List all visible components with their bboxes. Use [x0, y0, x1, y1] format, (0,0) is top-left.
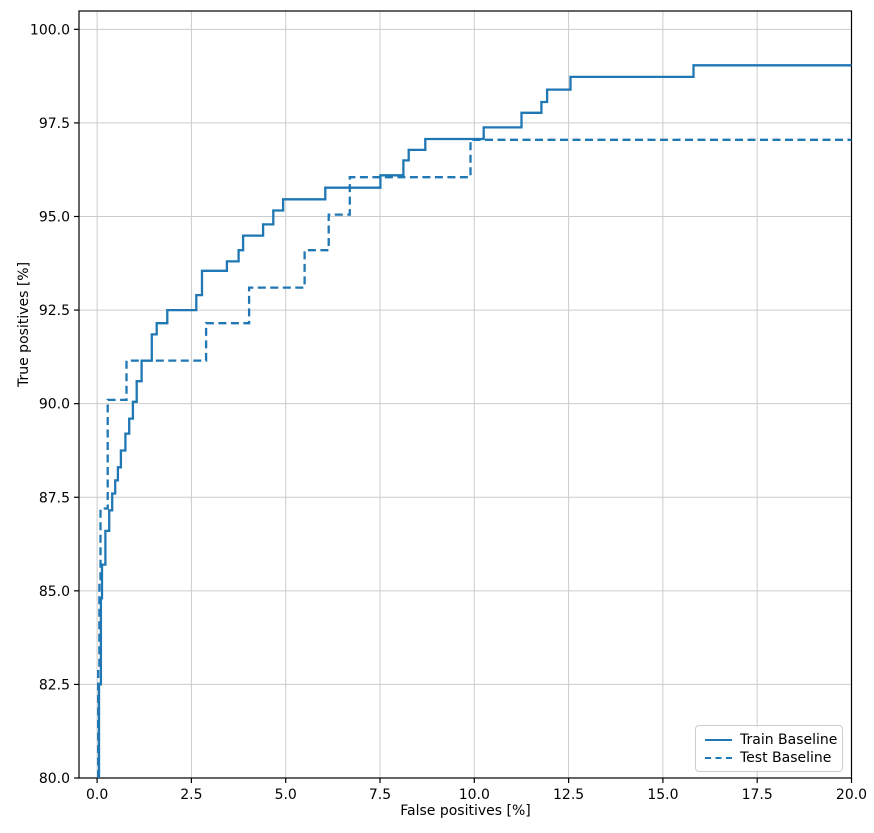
train-baseline-line: [97, 64, 852, 778]
x-tick-label: 15.0: [647, 787, 678, 803]
y-tick-label: 82.5: [39, 677, 70, 693]
legend-item-test: Test Baseline: [705, 749, 833, 767]
legend-label-test: Test Baseline: [740, 750, 832, 766]
x-axis-label: False positives [%]: [400, 803, 531, 819]
y-tick-label: 87.5: [39, 490, 70, 506]
train-line-sample-icon: [705, 739, 732, 741]
x-tick-label: 20.0: [836, 787, 867, 803]
legend-item-train: Train Baseline: [705, 731, 837, 749]
x-tick-label: 7.5: [369, 787, 391, 803]
x-tick-label: 2.5: [180, 787, 202, 803]
y-tick-label: 80.0: [39, 771, 70, 787]
y-tick-label: 85.0: [39, 584, 70, 600]
legend: Train Baseline Test Baseline: [695, 725, 843, 772]
legend-label-train: Train Baseline: [740, 732, 838, 748]
test-line-sample-icon: [705, 757, 732, 759]
y-axis-label: True positives [%]: [16, 261, 32, 387]
x-tick-label: 10.0: [459, 787, 490, 803]
x-tick-label: 17.5: [742, 787, 773, 803]
y-tick-label: 92.5: [39, 303, 70, 319]
y-tick-label: 100.0: [30, 22, 70, 38]
x-tick-label: 0.0: [86, 787, 108, 803]
axes-spines: [78, 10, 853, 779]
y-tick-label: 90.0: [39, 397, 70, 413]
y-tick-label: 95.0: [39, 210, 70, 226]
x-tick-label: 12.5: [553, 787, 584, 803]
test-baseline-line: [97, 138, 852, 778]
x-tick-label: 5.0: [275, 787, 297, 803]
y-tick-label: 97.5: [39, 116, 70, 132]
